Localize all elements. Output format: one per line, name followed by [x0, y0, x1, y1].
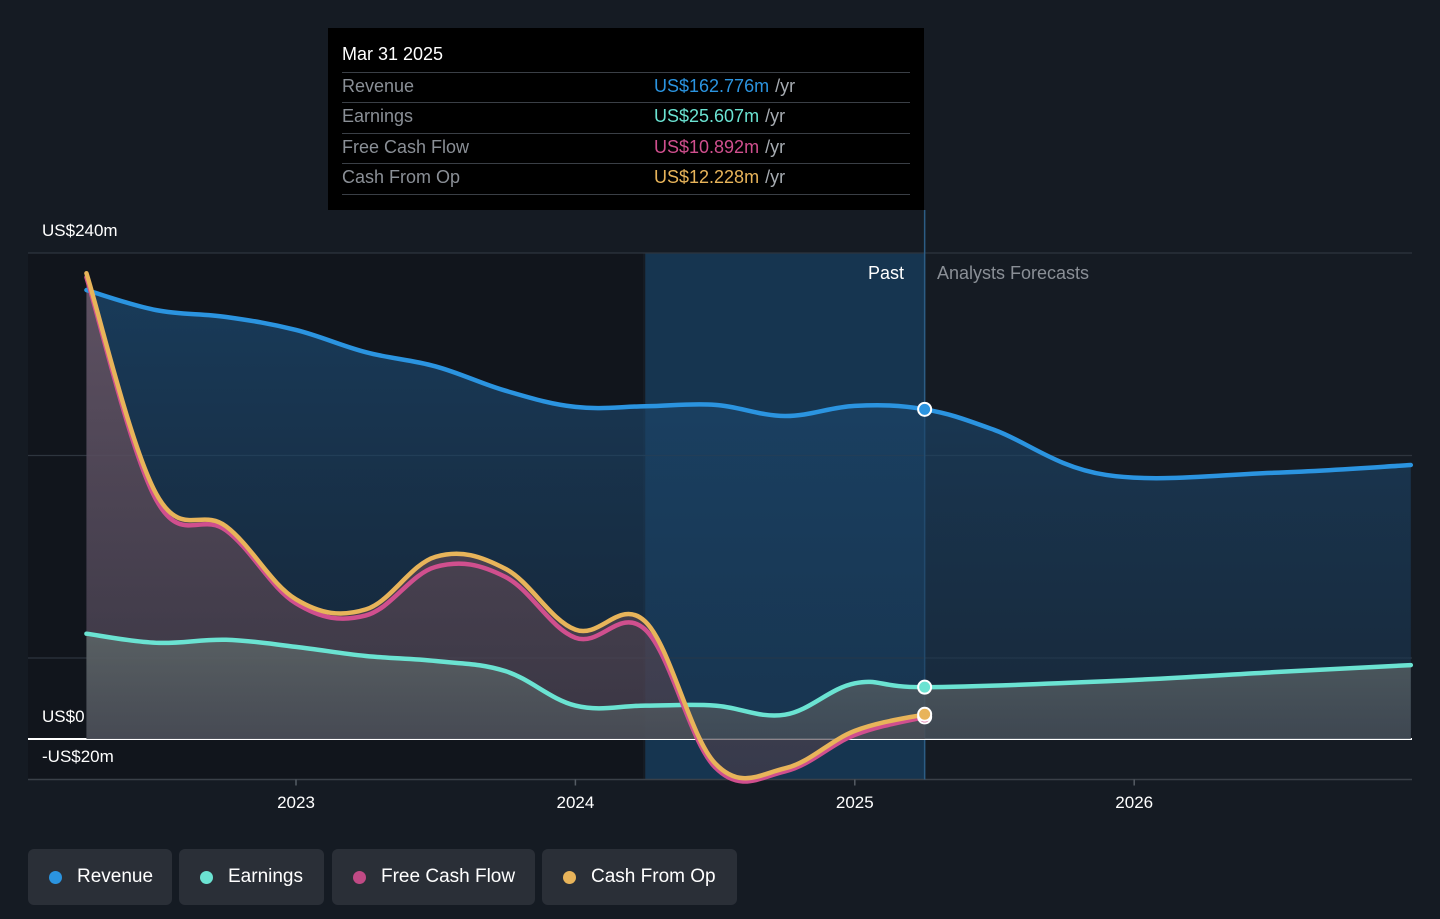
tooltip-label: Earnings [342, 106, 414, 126]
earnings-line [84, 631, 1414, 718]
tooltip-unit: /yr [765, 106, 786, 126]
x-tick-label: 2026 [1115, 793, 1153, 812]
tooltip-value: US$10.892m [654, 137, 760, 157]
fcf-dot-icon [353, 870, 366, 884]
revenue-line [84, 287, 1414, 481]
tooltip-value: US$25.607m [654, 106, 760, 126]
tooltip-label: Cash From Op [342, 167, 461, 187]
tooltip: Mar 31 2025 Revenue US$162.776m/yr Earni… [328, 28, 924, 210]
tooltip-divider [342, 194, 910, 195]
legend-label: Free Cash Flow [381, 866, 516, 887]
forecast-label: Analysts Forecasts [937, 263, 1090, 283]
free-cash-flow-line [84, 275, 927, 784]
earnings-marker [917, 679, 933, 695]
legend-item-cash-from-op[interactable]: Cash From Op [542, 849, 737, 905]
legend-label: Earnings [228, 866, 303, 887]
cash-from-op-line [84, 271, 927, 781]
cfo-dot-icon [563, 870, 576, 884]
legend-item-free-cash-flow[interactable]: Free Cash Flow [332, 849, 535, 905]
tooltip-row-revenue: Revenue US$162.776m/yr [342, 72, 910, 103]
tooltip-unit: /yr [775, 76, 796, 96]
y-tick-label-240m: US$240m [42, 221, 118, 240]
tooltip-row-cfo: Cash From Op US$12.228m/yr [342, 163, 910, 194]
revenue-dot-icon [49, 870, 62, 884]
tooltip-unit: /yr [765, 137, 786, 157]
revenue-marker [917, 401, 933, 417]
x-tick-label: 2023 [277, 793, 315, 812]
tooltip-date: Mar 31 2025 [342, 44, 444, 64]
legend-item-revenue[interactable]: Revenue [28, 849, 172, 905]
x-tick-label: 2025 [836, 793, 874, 812]
legend-label: Cash From Op [591, 866, 716, 887]
cash-from-op-marker [917, 706, 933, 722]
past-label: Past [868, 263, 905, 283]
x-tick-label: 2024 [556, 793, 594, 812]
legend-label: Revenue [77, 866, 154, 887]
tooltip-label: Free Cash Flow [342, 137, 470, 157]
legend-item-earnings[interactable]: Earnings [179, 849, 324, 905]
earnings-dot-icon [200, 870, 213, 884]
y-tick-label-0: US$0 [42, 707, 85, 726]
tooltip-row-fcf: Free Cash Flow US$10.892m/yr [342, 133, 910, 164]
tooltip-value: US$12.228m [654, 167, 760, 187]
tooltip-row-earnings: Earnings US$25.607m/yr [342, 102, 910, 133]
tooltip-value: US$162.776m [654, 76, 770, 96]
tooltip-unit: /yr [765, 167, 786, 187]
y-tick-label-neg20m: -US$20m [42, 747, 114, 766]
tooltip-label: Revenue [342, 76, 415, 96]
